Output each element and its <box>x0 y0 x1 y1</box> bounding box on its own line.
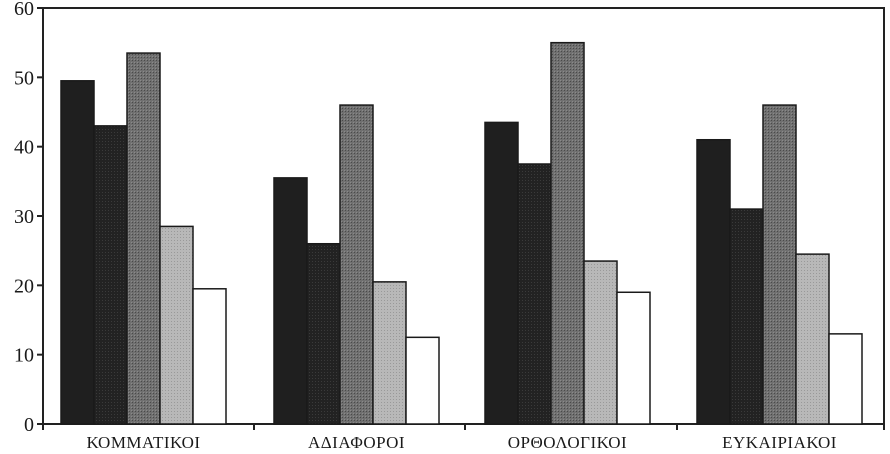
bar-3-1 <box>484 121 519 425</box>
y-tick-label: 50 <box>14 67 34 89</box>
bar-3-5 <box>616 291 651 425</box>
y-tick-label: 0 <box>24 414 34 436</box>
bar-3-3 <box>550 41 585 425</box>
bar-1-2 <box>93 125 128 425</box>
bar-4-3 <box>762 104 797 425</box>
bar-4-1 <box>696 138 731 425</box>
bar-2-1 <box>273 177 308 425</box>
bar-2-2 <box>306 242 341 425</box>
bar-2-4 <box>372 281 407 425</box>
bar-1-1 <box>60 80 95 425</box>
bar-4-4 <box>795 253 830 425</box>
category-label: ΚΟΜΜΑΤΙΚΟΙ <box>86 433 200 452</box>
category-label: ΕΥΚΑΙΡΙΑΚΟΙ <box>722 433 837 452</box>
bar-1-3 <box>126 52 161 425</box>
bar-1-4 <box>159 225 194 425</box>
y-tick-label: 60 <box>14 0 34 20</box>
bar-4-2 <box>729 208 764 425</box>
y-tick-label: 30 <box>14 206 34 228</box>
category-label: ΟΡΘΟΛΟΓΙΚΟΙ <box>508 433 627 452</box>
y-tick-label: 20 <box>14 275 34 297</box>
bar-1-5 <box>192 288 227 425</box>
category-label: ΑΔΙΑΦΟΡΟΙ <box>308 433 405 452</box>
bar-3-2 <box>517 163 552 425</box>
y-tick-label: 10 <box>14 345 34 367</box>
bar-3-4 <box>583 260 618 425</box>
bar-4-5 <box>828 333 863 425</box>
bar-2-5 <box>405 336 440 425</box>
bar-2-3 <box>339 104 374 425</box>
y-tick-label: 40 <box>14 137 34 159</box>
